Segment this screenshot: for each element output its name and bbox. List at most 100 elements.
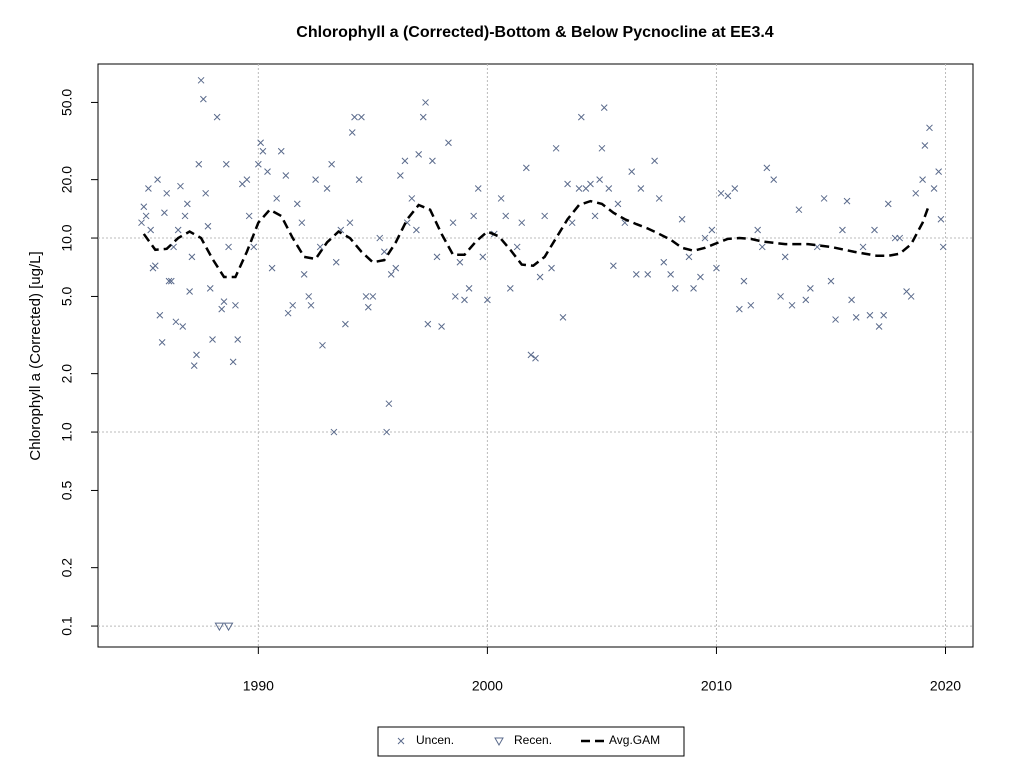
- point: [843, 197, 851, 205]
- point: [671, 285, 679, 292]
- point: [277, 147, 285, 155]
- point: [422, 99, 429, 106]
- point: [273, 195, 281, 202]
- point: [197, 76, 205, 84]
- point: [204, 222, 212, 230]
- point: [284, 309, 292, 317]
- gam-line: [142, 199, 931, 279]
- point: [172, 318, 180, 326]
- point: [369, 293, 377, 300]
- point: [559, 314, 567, 321]
- point: [866, 311, 874, 319]
- point: [600, 104, 608, 112]
- point: [575, 185, 583, 192]
- point: [316, 243, 324, 251]
- point: [548, 264, 555, 272]
- legend-swatch: [397, 737, 405, 745]
- point: [342, 320, 349, 328]
- point: [147, 226, 155, 234]
- point: [701, 234, 709, 242]
- point: [747, 301, 755, 309]
- point: [637, 185, 645, 192]
- point: [151, 262, 159, 270]
- point: [351, 113, 358, 121]
- point: [214, 622, 225, 632]
- point: [140, 203, 148, 211]
- point: [930, 185, 938, 192]
- legend: [377, 726, 685, 757]
- point: [330, 428, 338, 436]
- point: [445, 139, 452, 147]
- point: [259, 147, 267, 155]
- point: [536, 273, 544, 281]
- point: [708, 226, 716, 234]
- point: [820, 195, 828, 202]
- point: [852, 314, 860, 321]
- point: [713, 264, 720, 272]
- point: [497, 195, 505, 202]
- x-tick-label: 2000: [472, 678, 503, 694]
- point: [167, 277, 175, 285]
- point: [234, 336, 242, 343]
- y-tick-label: 20.0: [59, 166, 75, 193]
- point: [832, 316, 839, 323]
- point: [179, 323, 187, 330]
- x-tick-label: 1990: [243, 678, 274, 694]
- point: [190, 362, 198, 369]
- y-tick-label: 0.5: [59, 481, 75, 501]
- point: [307, 301, 315, 309]
- point: [392, 264, 400, 272]
- point: [875, 323, 883, 330]
- point: [376, 234, 384, 242]
- point: [438, 323, 445, 330]
- point: [433, 253, 441, 261]
- point: [161, 209, 168, 217]
- point: [451, 293, 459, 300]
- point: [717, 189, 725, 197]
- point: [522, 164, 530, 172]
- point: [470, 212, 478, 220]
- legend-label: Avg.GAM: [609, 733, 660, 747]
- point: [926, 124, 933, 132]
- point: [678, 215, 686, 223]
- point: [298, 219, 306, 227]
- point: [229, 358, 237, 366]
- point: [552, 144, 560, 152]
- point: [348, 129, 356, 136]
- point: [632, 270, 640, 278]
- point: [202, 189, 210, 197]
- point: [839, 226, 846, 234]
- point: [871, 226, 878, 234]
- point: [598, 144, 606, 152]
- point: [213, 113, 221, 121]
- point: [461, 296, 468, 304]
- point: [610, 262, 617, 270]
- y-tick-label: 0.1: [59, 616, 75, 636]
- point: [587, 180, 594, 188]
- point: [220, 298, 228, 306]
- x-tick-label: 2020: [930, 678, 961, 694]
- point: [156, 311, 164, 319]
- point: [163, 189, 171, 197]
- point: [413, 226, 420, 234]
- point: [449, 219, 457, 227]
- point: [644, 270, 652, 278]
- point: [596, 176, 603, 183]
- point: [165, 277, 173, 285]
- y-tick-label: 50.0: [59, 89, 75, 116]
- chart-title: Chlorophyll a (Corrected)-Bottom & Below…: [296, 24, 774, 41]
- y-tick-label: 5.0: [59, 287, 75, 307]
- point: [174, 226, 182, 234]
- point: [506, 285, 514, 292]
- point: [319, 341, 326, 349]
- point: [479, 253, 487, 261]
- point: [770, 176, 778, 183]
- point: [188, 253, 196, 261]
- point: [577, 113, 585, 121]
- point: [731, 185, 739, 192]
- point: [380, 248, 388, 256]
- point: [419, 113, 427, 121]
- point: [502, 212, 510, 220]
